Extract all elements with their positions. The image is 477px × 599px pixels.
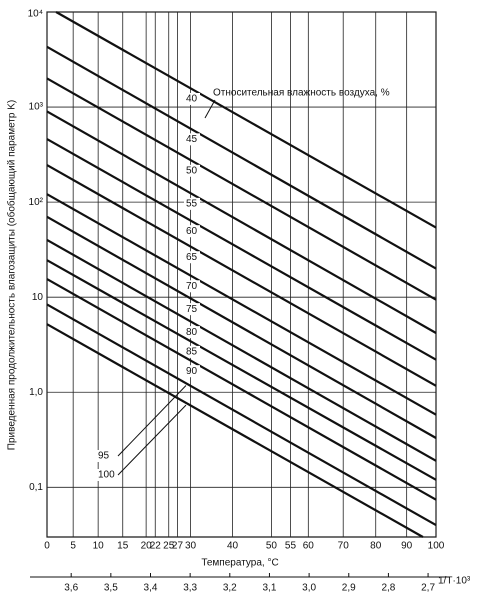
- series-line: [46, 238, 437, 462]
- x-tick-label: 27: [172, 541, 184, 552]
- series-label: 65: [186, 252, 198, 263]
- x2-tick-label: 3,3: [183, 583, 197, 594]
- series-line: [55, 11, 437, 229]
- y-tick-label: 10⁴: [28, 9, 43, 20]
- series-label-bg: [96, 450, 116, 462]
- annotation: Относительная влажность воздуха, %: [213, 88, 390, 99]
- series-label-bg: [184, 303, 200, 316]
- x2-tick-label: 2,8: [381, 583, 395, 594]
- series-line: [46, 278, 437, 501]
- x-tick-label: 25: [163, 541, 175, 552]
- x-tick-label: 60: [303, 541, 315, 552]
- x-tick-label: 5: [70, 541, 76, 552]
- y-tick-label: 0,1: [29, 482, 43, 493]
- x2-tick-label: 3,4: [144, 583, 158, 594]
- series-label: 40: [186, 94, 198, 105]
- series-label: 80: [186, 327, 198, 338]
- series-line: [46, 215, 437, 439]
- x-tick-label: 0: [44, 541, 50, 552]
- x-tick-label: 55: [285, 541, 297, 552]
- x-tick-label: 90: [401, 541, 413, 552]
- x-tick-label: 100: [428, 541, 445, 552]
- series-label: 85: [186, 347, 198, 358]
- series-label: 95: [98, 451, 110, 462]
- series-label-bg: [184, 280, 200, 293]
- series-label-bg: [184, 225, 200, 238]
- series-label: 55: [186, 199, 198, 210]
- series-label-bg: [96, 469, 116, 481]
- annotation-bg: [211, 86, 392, 100]
- x2-tick-label: 2,9: [342, 583, 356, 594]
- x-tick-label: 70: [338, 541, 350, 552]
- series-line: [46, 164, 437, 387]
- series-line: [46, 110, 437, 334]
- series-label: 60: [186, 226, 198, 237]
- series-label: 90: [186, 366, 198, 377]
- x2-axis-title: 1/T·10³: [438, 576, 471, 587]
- x2-tick-label: 3,5: [104, 583, 118, 594]
- x2-tick-label: 2,7: [421, 583, 435, 594]
- series-label-bg: [184, 92, 200, 105]
- x-tick-label: 22: [150, 541, 162, 552]
- y-tick-label: 1,0: [29, 387, 43, 398]
- x-tick-label: 10: [93, 541, 105, 552]
- x-tick-label: 40: [227, 541, 239, 552]
- x-tick-label: 30: [185, 541, 197, 552]
- y-tick-label: 10: [32, 292, 44, 303]
- x2-tick-label: 3,0: [302, 583, 316, 594]
- series-label-bg: [184, 164, 200, 177]
- series-label-bg: [184, 197, 200, 210]
- x-tick-label: 50: [266, 541, 278, 552]
- series-line: [46, 323, 424, 538]
- leader-line: [117, 404, 187, 476]
- y-axis-title: Приведенная продолжительность влагозащит…: [6, 100, 18, 450]
- x2-tick-label: 3,2: [223, 583, 237, 594]
- series-label-bg: [184, 345, 200, 358]
- y-tick-label: 10²: [29, 197, 44, 208]
- x-tick-label: 20: [141, 541, 153, 552]
- x-axis-title: Температура, °C: [201, 558, 278, 569]
- x2-tick-label: 3,1: [263, 583, 277, 594]
- series-line: [46, 259, 437, 481]
- series-line: [46, 193, 437, 416]
- x-tick-label: 80: [370, 541, 382, 552]
- series-label-bg: [184, 251, 200, 264]
- series-label: 75: [186, 304, 198, 315]
- series-label: 70: [186, 281, 198, 292]
- x2-tick-label: 3,6: [64, 583, 78, 594]
- series-line: [46, 77, 437, 301]
- y-tick-label: 10³: [29, 102, 44, 113]
- series-label: 100: [98, 470, 115, 481]
- series-line: [46, 303, 437, 527]
- series-line: [46, 45, 437, 270]
- series-label: 50: [186, 165, 198, 176]
- series-label-bg: [184, 133, 200, 146]
- series-label-bg: [184, 365, 200, 378]
- series-label-bg: [184, 326, 200, 339]
- annotation-leader: [204, 99, 216, 119]
- series-label: 45: [186, 134, 198, 145]
- series-line: [46, 138, 437, 361]
- x-tick-label: 15: [117, 541, 129, 552]
